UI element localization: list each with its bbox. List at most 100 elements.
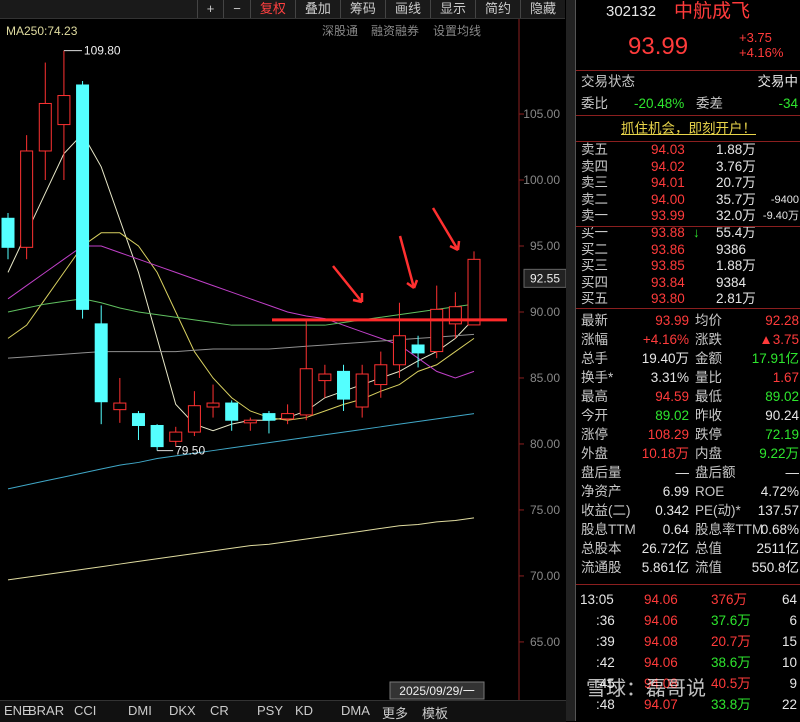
label: 涨幅 bbox=[581, 332, 608, 347]
arrow bbox=[332, 265, 364, 304]
book-row: 买一 93.88 55.4万 ↓ bbox=[576, 224, 800, 242]
candle-body bbox=[76, 84, 90, 310]
candle-body bbox=[187, 405, 201, 433]
label: 量比 bbox=[695, 370, 722, 385]
label: 昨收 bbox=[695, 408, 722, 423]
arrow bbox=[398, 235, 419, 290]
label: 均价 bbox=[695, 313, 722, 328]
label: 内盘 bbox=[695, 446, 722, 461]
volume: 1.88万 bbox=[716, 142, 756, 157]
quote-panel: 302132 中航成飞 93.99 +3.75 +4.16% 交易状态 交易中 委比 -2… bbox=[575, 0, 800, 721]
stat-row: 最高 94.59 最低 89.02 bbox=[576, 388, 800, 406]
chart-bg bbox=[0, 19, 566, 700]
amount: 40.5万 bbox=[711, 676, 751, 691]
label: ROE bbox=[695, 484, 725, 499]
level: 买一 bbox=[581, 225, 608, 240]
link[interactable]: 设置均线 bbox=[433, 24, 481, 38]
candle-body bbox=[392, 335, 406, 366]
low-note: 79.50 bbox=[175, 444, 205, 458]
value: -34 bbox=[778, 96, 798, 111]
volume: 2.81万 bbox=[716, 291, 756, 306]
value: 5.861亿 bbox=[641, 560, 689, 575]
time: 13:05 bbox=[580, 592, 614, 607]
count: 10 bbox=[781, 655, 797, 670]
level: 卖三 bbox=[581, 175, 608, 190]
arrow bbox=[431, 207, 461, 252]
indicator-tab[interactable]: ENE bbox=[4, 703, 31, 718]
value: 19.40万 bbox=[641, 351, 689, 366]
indicator-tab[interactable]: BRAR bbox=[28, 703, 65, 718]
label: 流通股 bbox=[581, 560, 622, 575]
value: 10.18万 bbox=[641, 446, 689, 461]
candle-body bbox=[299, 368, 313, 416]
link[interactable]: 深股通 bbox=[322, 24, 358, 38]
book-row: 买二 93.86 9386 bbox=[576, 241, 800, 259]
price: 93.85 bbox=[651, 258, 685, 273]
last-price: 93.99 bbox=[628, 33, 689, 60]
candle-body bbox=[38, 102, 52, 152]
candle-body bbox=[113, 402, 127, 411]
promo-link[interactable]: 抓住机会，即刻开户！ bbox=[621, 121, 756, 136]
count: 15 bbox=[781, 634, 797, 649]
indicator-tab[interactable]: CCI bbox=[74, 703, 97, 718]
book-row: 卖一 93.99 32.0万 -9.40万 bbox=[576, 207, 800, 225]
price-box-label: 92.55 bbox=[530, 271, 560, 285]
ma-line bbox=[7, 517, 475, 581]
indicator-tab[interactable]: DMA bbox=[341, 703, 370, 718]
indicator-tab[interactable]: DMI bbox=[128, 703, 152, 718]
date-label: 2025/09/29/一 bbox=[399, 684, 474, 698]
value: 72.19 bbox=[765, 427, 799, 442]
stat-row: 涨停 108.29 跌停 72.19 bbox=[576, 426, 800, 444]
book-row: 卖四 94.02 3.76万 bbox=[576, 158, 800, 176]
candle-body bbox=[94, 323, 108, 403]
indicator-tab[interactable]: KD bbox=[295, 703, 314, 718]
stat-row: 流通股 5.861亿 流值 550.8亿 bbox=[576, 559, 800, 577]
toolbar-button[interactable]: 叠加 bbox=[294, 0, 340, 18]
indicator-tab[interactable]: CR bbox=[210, 703, 229, 718]
toolbar-button[interactable]: 复权 bbox=[249, 0, 295, 18]
indicator-tab[interactable]: DKX bbox=[169, 703, 196, 718]
amount: 33.8万 bbox=[711, 697, 751, 712]
arrows bbox=[332, 207, 461, 304]
label: 股息TTM bbox=[581, 522, 636, 537]
price: 94.02 bbox=[651, 158, 685, 174]
label: 跌停 bbox=[695, 427, 722, 442]
time: :48 bbox=[596, 697, 615, 712]
label: 净资产 bbox=[581, 484, 622, 499]
link[interactable]: 融资融券 bbox=[371, 23, 419, 38]
candle-body bbox=[225, 402, 239, 421]
toolbar-button[interactable]: 画线 bbox=[384, 0, 430, 18]
value: 93.99 bbox=[655, 313, 689, 328]
volume: 9384 bbox=[716, 274, 747, 290]
tick-row: :42 94.06 38.6万 10 bbox=[576, 654, 800, 672]
stat-row: 外盘 10.18万 内盘 9.22万 bbox=[576, 445, 800, 463]
toolbar-button[interactable]: 隐藏 bbox=[519, 0, 565, 18]
stat-row: 净资产 6.99 ROE 4.72% bbox=[576, 483, 800, 501]
date-box bbox=[389, 681, 485, 700]
value: 26.72亿 bbox=[641, 541, 689, 556]
toolbar-button[interactable]: 筹码 bbox=[339, 0, 385, 18]
value: 4.72% bbox=[760, 484, 799, 499]
value: 0.64 bbox=[662, 522, 689, 537]
label: PE(动)* bbox=[695, 503, 741, 518]
toolbar-button[interactable]: − bbox=[223, 0, 250, 18]
stat-row: 总手 19.40万 金额 17.91亿 bbox=[576, 350, 800, 368]
indicator-tab[interactable]: PSY bbox=[257, 703, 284, 718]
value: 9.22万 bbox=[759, 446, 799, 461]
ma-label: MA250:74.23 bbox=[6, 24, 78, 38]
volume: 32.0万 bbox=[716, 208, 756, 223]
toolbar-button[interactable]: 显示 bbox=[429, 0, 475, 18]
indicator-tab[interactable]: 更多 bbox=[382, 706, 409, 721]
level: 卖四 bbox=[581, 158, 608, 174]
time: :39 bbox=[596, 634, 615, 649]
toolbar-button[interactable]: 简约 bbox=[474, 0, 520, 18]
amount: 376万 bbox=[711, 592, 748, 607]
indicator-tab[interactable]: 模板 bbox=[422, 706, 449, 721]
label: 总股本 bbox=[581, 541, 622, 556]
splitter[interactable] bbox=[566, 0, 575, 721]
value: 17.91亿 bbox=[751, 351, 799, 366]
volume: 55.4万 bbox=[716, 225, 756, 240]
change: +3.75 bbox=[739, 30, 772, 45]
toolbar-button[interactable]: + bbox=[196, 0, 224, 18]
candle-body bbox=[20, 150, 34, 248]
